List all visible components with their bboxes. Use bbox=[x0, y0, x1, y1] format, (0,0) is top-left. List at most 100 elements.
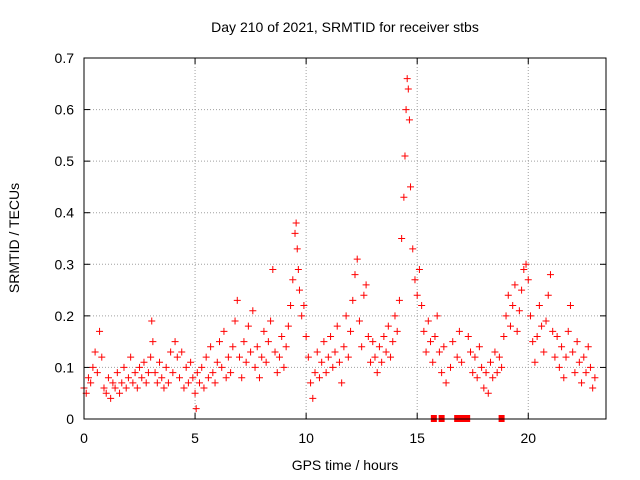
x-tick-label: 5 bbox=[191, 430, 199, 446]
data-point bbox=[580, 353, 588, 361]
data-point bbox=[440, 343, 448, 351]
data-point bbox=[493, 369, 501, 377]
data-point bbox=[184, 379, 192, 387]
data-point bbox=[211, 379, 219, 387]
data-point bbox=[144, 369, 152, 377]
y-axis-label: SRMTID / TECUs bbox=[6, 183, 22, 293]
y-tick-label: 0 bbox=[66, 411, 74, 427]
data-point bbox=[158, 374, 166, 382]
data-point bbox=[240, 338, 248, 346]
data-point bbox=[515, 307, 523, 315]
data-point bbox=[313, 348, 321, 356]
data-point bbox=[204, 374, 212, 382]
data-point bbox=[429, 358, 437, 366]
data-point bbox=[178, 348, 186, 356]
chart-title: Day 210 of 2021, SRMTID for receiver stb… bbox=[211, 19, 479, 35]
plot-frame bbox=[83, 57, 607, 420]
data-point bbox=[207, 343, 215, 351]
data-point bbox=[222, 374, 230, 382]
data-point bbox=[407, 183, 415, 191]
data-point bbox=[400, 193, 408, 201]
data-point bbox=[447, 363, 455, 371]
data-point bbox=[533, 332, 541, 340]
data-point bbox=[486, 358, 494, 366]
data-point bbox=[229, 343, 237, 351]
data-point bbox=[300, 302, 308, 310]
data-point bbox=[340, 343, 348, 351]
data-point bbox=[198, 363, 206, 371]
data-point bbox=[102, 389, 110, 397]
data-point bbox=[405, 116, 413, 124]
data-point bbox=[449, 338, 457, 346]
data-point bbox=[324, 353, 332, 361]
data-point bbox=[273, 369, 281, 377]
data-point bbox=[504, 291, 512, 299]
data-point bbox=[544, 291, 552, 299]
y-tick-label: 0.4 bbox=[55, 205, 75, 221]
data-point bbox=[209, 369, 217, 377]
data-point bbox=[140, 358, 148, 366]
data-point bbox=[522, 260, 530, 268]
data-point bbox=[311, 369, 319, 377]
data-point bbox=[187, 358, 195, 366]
data-point bbox=[315, 374, 323, 382]
data-point bbox=[546, 271, 554, 279]
data-point bbox=[304, 353, 312, 361]
data-point bbox=[167, 348, 175, 356]
data-point bbox=[120, 363, 128, 371]
data-point bbox=[118, 379, 126, 387]
data-point bbox=[424, 317, 432, 325]
data-point bbox=[564, 327, 572, 335]
y-tick-label: 0.1 bbox=[55, 359, 75, 375]
data-point bbox=[331, 348, 339, 356]
x-tick-label: 20 bbox=[520, 430, 536, 446]
data-point bbox=[409, 245, 417, 253]
data-point bbox=[562, 353, 570, 361]
data-point bbox=[169, 369, 177, 377]
data-point bbox=[91, 348, 99, 356]
data-point bbox=[398, 235, 406, 242]
data-point bbox=[455, 327, 463, 335]
data-point bbox=[284, 322, 292, 330]
data-point bbox=[471, 353, 479, 361]
data-point bbox=[395, 296, 403, 304]
data-point bbox=[371, 353, 379, 361]
data-point bbox=[182, 363, 190, 371]
data-point bbox=[418, 302, 426, 310]
data-point bbox=[294, 265, 302, 273]
data-point bbox=[242, 358, 250, 366]
data-point bbox=[96, 327, 104, 335]
data-point bbox=[518, 286, 526, 294]
data-point bbox=[380, 332, 388, 340]
data-point bbox=[502, 312, 510, 320]
data-point bbox=[458, 358, 466, 366]
data-points bbox=[80, 75, 599, 422]
data-point bbox=[362, 281, 370, 289]
data-point bbox=[247, 348, 255, 356]
data-point bbox=[282, 343, 290, 351]
data-point bbox=[433, 312, 441, 320]
data-point bbox=[555, 363, 563, 371]
data-point bbox=[364, 332, 372, 340]
data-point bbox=[116, 389, 124, 397]
data-point bbox=[387, 353, 395, 361]
data-point bbox=[264, 338, 272, 346]
data-point bbox=[192, 405, 200, 413]
data-point bbox=[578, 379, 586, 387]
axis-ticks bbox=[83, 57, 606, 420]
data-point bbox=[215, 338, 223, 346]
data-point bbox=[467, 348, 475, 356]
data-point bbox=[107, 394, 115, 402]
x-tick-label: 0 bbox=[80, 430, 88, 446]
data-point bbox=[489, 374, 497, 382]
data-point bbox=[93, 369, 101, 377]
data-point bbox=[453, 353, 461, 361]
data-point bbox=[415, 265, 423, 273]
data-point bbox=[560, 374, 568, 382]
data-point bbox=[402, 106, 410, 114]
data-point bbox=[384, 322, 392, 330]
data-point bbox=[586, 363, 594, 371]
data-point bbox=[249, 307, 257, 315]
x-tick-label: 15 bbox=[409, 430, 425, 446]
